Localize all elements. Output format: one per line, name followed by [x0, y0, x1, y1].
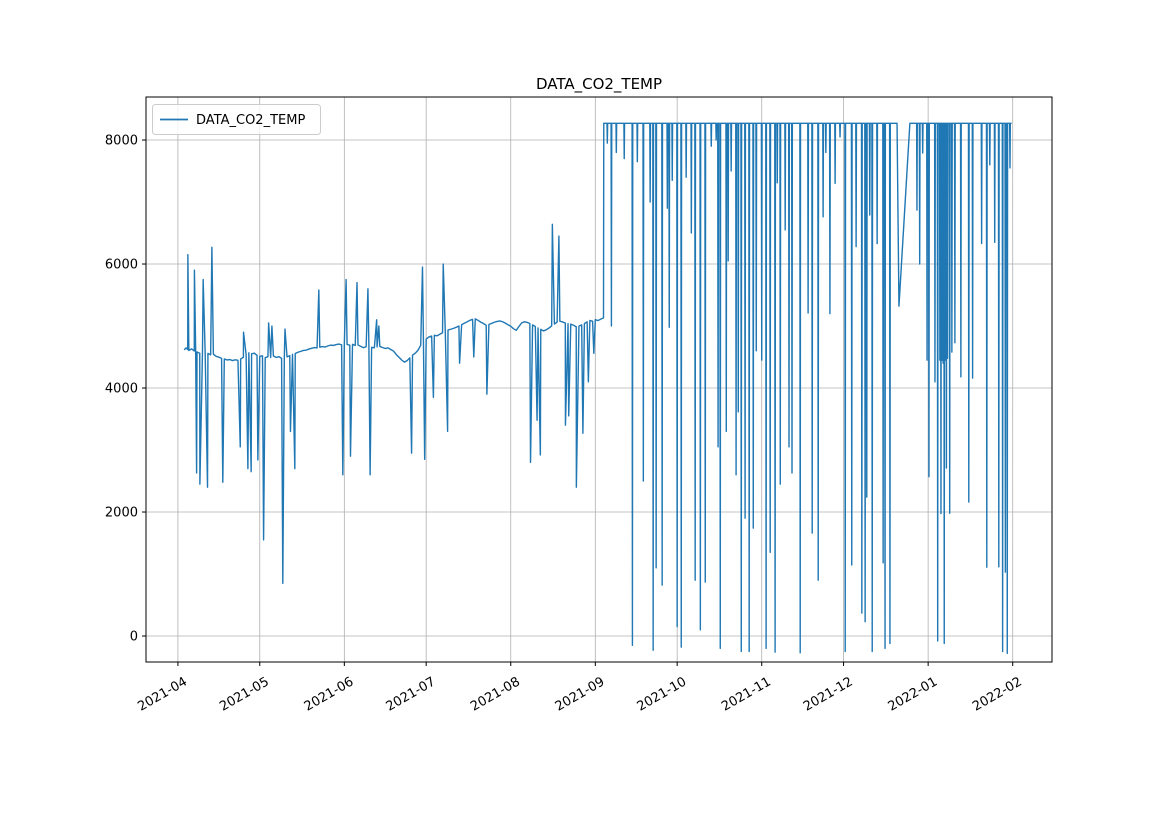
x-tick-label: 2021-05 [217, 674, 272, 714]
y-tick-label: 4000 [105, 382, 138, 397]
x-tick-label: 2021-06 [302, 674, 357, 714]
legend-label: DATA_CO2_TEMP [196, 113, 305, 128]
y-tick-label: 2000 [105, 506, 138, 521]
legend: DATA_CO2_TEMP [152, 104, 321, 135]
x-tick-label: 2022-01 [886, 674, 941, 714]
y-tick-label: 0 [130, 630, 138, 645]
x-tick-label: 2021-04 [135, 674, 190, 714]
x-tick-label: 2021-11 [719, 674, 774, 714]
x-tick-label: 2021-09 [553, 674, 608, 714]
tick-layer [142, 139, 1014, 666]
legend-box [152, 104, 321, 135]
grid-layer [146, 97, 1052, 662]
x-tick-label: 2021-07 [384, 674, 439, 714]
x-tick-label: 2021-08 [468, 674, 523, 714]
chart-title: DATA_CO2_TEMP [536, 75, 662, 94]
plot-border [145, 96, 1053, 663]
x-tick-label: 2021-12 [801, 674, 856, 714]
y-tick-label: 6000 [105, 258, 138, 273]
y-tick-label: 8000 [105, 134, 138, 149]
data-series-line [183, 122, 1012, 655]
x-tick-label: 2022-02 [970, 674, 1025, 714]
x-tick-label: 2021-10 [635, 674, 690, 714]
